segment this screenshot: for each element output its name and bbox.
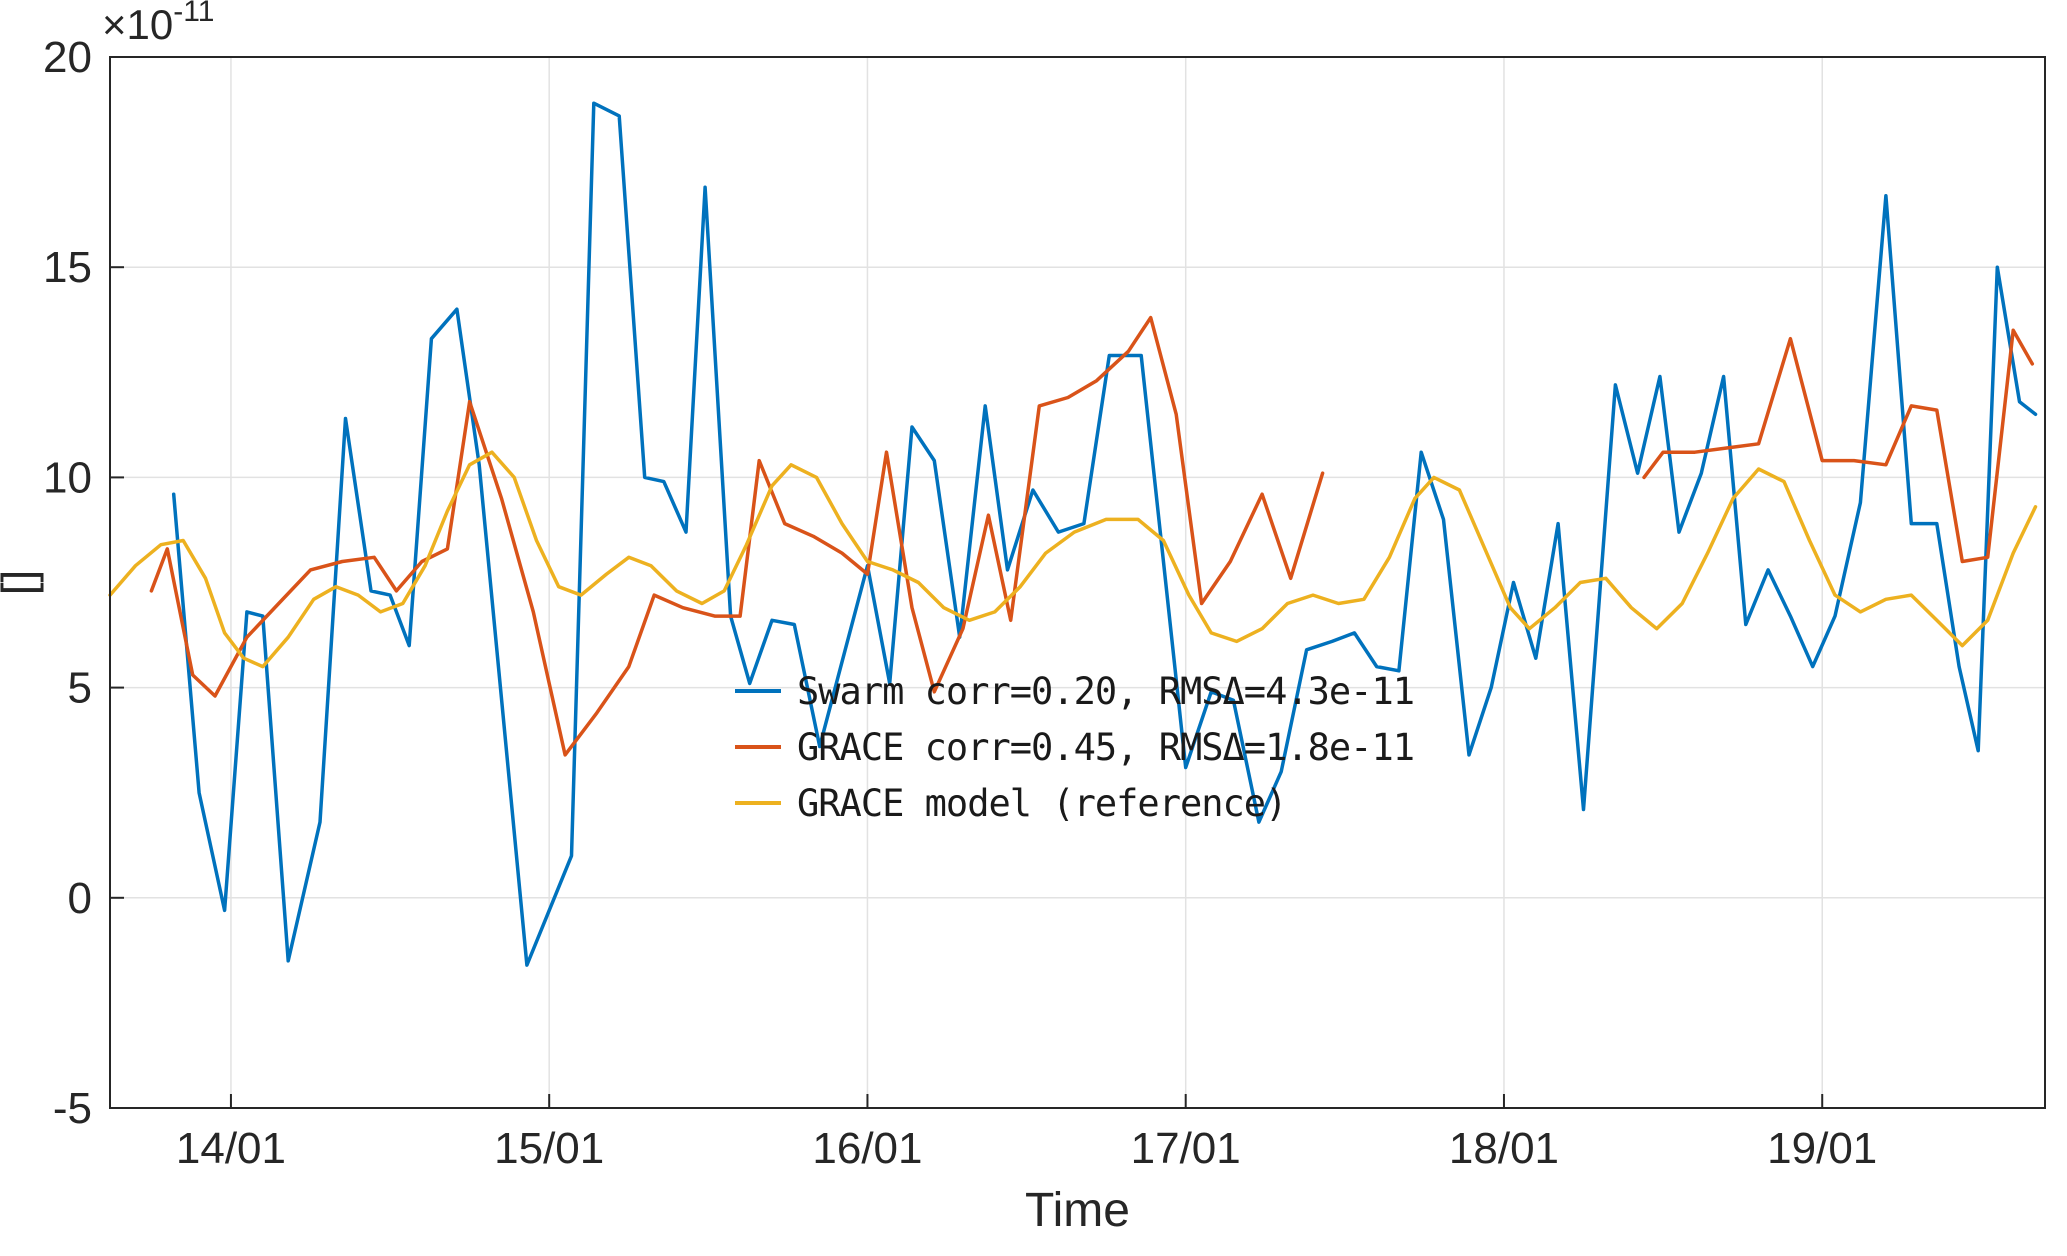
legend-line-swarm-icon (735, 689, 781, 693)
svg-text:5: 5 (68, 664, 92, 713)
svg-text:16/01: 16/01 (812, 1124, 922, 1173)
svg-text:10: 10 (43, 453, 92, 502)
legend-line-grace-icon (735, 745, 781, 749)
svg-text:0: 0 (68, 874, 92, 923)
legend-line-grace-model-icon (735, 801, 781, 805)
legend-label-grace-model: GRACE model (reference) (797, 781, 1287, 825)
svg-text:14/01: 14/01 (176, 1124, 286, 1173)
legend: Swarm corr=0.20, RMSΔ=4.3e-11 GRACE corr… (735, 668, 1415, 826)
svg-text:18/01: 18/01 (1449, 1124, 1559, 1173)
legend-label-grace: GRACE corr=0.45, RMSΔ=1.8e-11 (797, 725, 1415, 769)
legend-item-grace-model: GRACE model (reference) (735, 780, 1414, 826)
svg-text:[]: [] (0, 570, 44, 596)
svg-text:17/01: 17/01 (1131, 1124, 1241, 1173)
svg-text:Time: Time (1025, 1184, 1130, 1237)
legend-item-grace: GRACE corr=0.45, RMSΔ=1.8e-11 (735, 724, 1415, 770)
legend-label-swarm: Swarm corr=0.20, RMSΔ=4.3e-11 (797, 669, 1415, 713)
legend-item-swarm: Swarm corr=0.20, RMSΔ=4.3e-11 (735, 668, 1415, 714)
svg-text:-5: -5 (53, 1084, 92, 1133)
svg-text:15: 15 (43, 243, 92, 292)
svg-text:19/01: 19/01 (1767, 1124, 1877, 1173)
svg-text:×10-11: ×10-11 (102, 0, 214, 48)
svg-text:15/01: 15/01 (494, 1124, 604, 1173)
svg-text:20: 20 (43, 33, 92, 82)
